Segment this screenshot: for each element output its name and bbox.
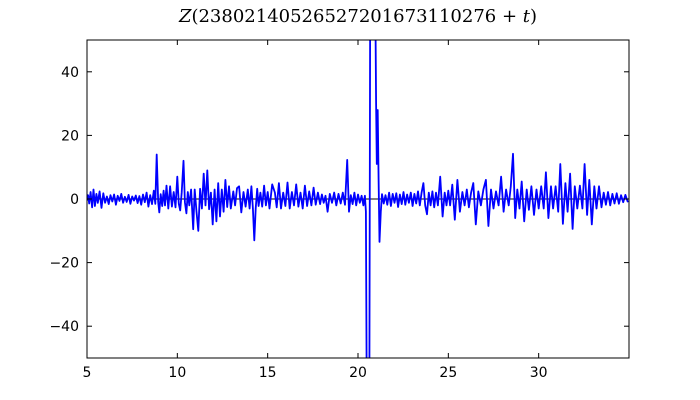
- title-t-symbol: t: [522, 6, 531, 27]
- y-tick-label: 0: [70, 192, 79, 208]
- x-tick-label: 15: [259, 365, 277, 381]
- chart-title: Z(23802140526527201673110276 + t): [87, 6, 629, 27]
- y-tick-label: −40: [49, 319, 79, 335]
- y-tick-label: 40: [61, 65, 79, 81]
- title-plus: +: [496, 6, 523, 27]
- x-tick-label: 25: [439, 365, 457, 381]
- title-open-paren: (: [191, 6, 199, 27]
- x-tick-label: 5: [83, 365, 92, 381]
- y-tick-label: 20: [61, 128, 79, 144]
- plot-clip-group: [87, 40, 629, 358]
- title-close-paren: ): [530, 6, 538, 27]
- y-tick-label: −20: [49, 256, 79, 272]
- title-number: 23802140526527201673110276: [198, 6, 497, 27]
- x-tick-label: 10: [168, 365, 186, 381]
- x-tick-label: 30: [530, 365, 548, 381]
- z-series-line: [87, 40, 629, 358]
- title-z-symbol: Z: [178, 6, 192, 27]
- x-tick-label: 20: [349, 365, 367, 381]
